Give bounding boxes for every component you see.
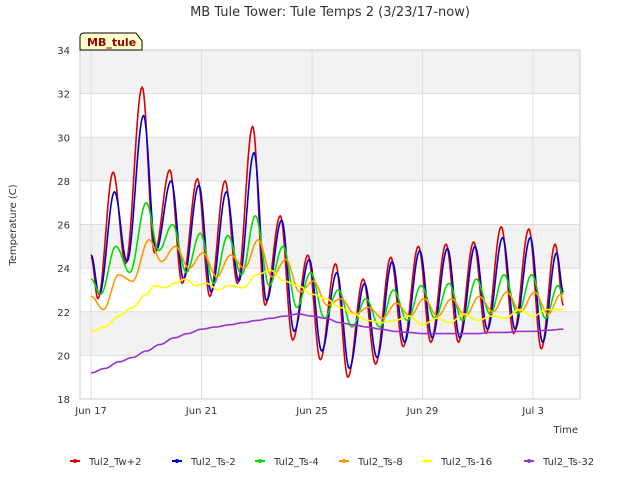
legend-marker <box>342 459 346 463</box>
legend-label: Tul2_Ts-4 <box>273 457 319 468</box>
plot-band <box>80 50 580 94</box>
series-layer <box>90 86 565 378</box>
legend-marker <box>175 459 179 463</box>
y-tick-label: 22 <box>57 308 70 319</box>
legend-marker <box>73 459 77 463</box>
x-tick-label: Jun 21 <box>185 406 218 417</box>
chart-title: MB Tule Tower: Tule Temps 2 (3/23/17-now… <box>190 5 470 20</box>
station-badge: MB_tule <box>79 32 143 51</box>
plot-bands <box>80 50 580 356</box>
station-badge-label: MB_tule <box>87 36 136 49</box>
x-tick-label: Jul 3 <box>521 406 544 417</box>
y-tick-label: 18 <box>57 395 70 406</box>
y-tick-label: 32 <box>57 90 70 101</box>
plot-frame <box>79 49 581 400</box>
y-axis-label: Temperature (C) <box>8 184 19 266</box>
legend-label: Tul2_Tw+2 <box>88 457 141 468</box>
y-tick-label: 24 <box>57 264 70 275</box>
x-axis-label: Time <box>553 425 578 436</box>
y-tick-label: 28 <box>57 177 70 188</box>
x-tick-label: Jun 25 <box>295 406 328 417</box>
legend-label: Tul2_Ts-32 <box>542 457 594 468</box>
y-tick-labels: 18 20 22 24 26 28 30 32 34 <box>57 46 70 406</box>
series-line-Tul2_Ts-16 <box>91 269 564 333</box>
plot-band <box>80 137 580 181</box>
legend-marker <box>425 459 429 463</box>
x-tick-label: Jun 29 <box>406 406 439 417</box>
series-line-Tul2_Ts-32 <box>91 313 564 374</box>
legend-label: Tul2_Ts-16 <box>440 457 492 468</box>
y-tick-label: 26 <box>57 221 70 232</box>
x-tick-labels: Jun 17 Jun 21 Jun 25 Jun 29 Jul 3 <box>74 406 544 417</box>
legend-label: Tul2_Ts-8 <box>357 457 403 468</box>
y-tick-label: 30 <box>57 133 70 144</box>
y-tick-label: 20 <box>57 351 70 362</box>
legend-marker <box>527 459 531 463</box>
legend: Tul2_Tw+2 Tul2_Ts-2 Tul2_Ts-4 Tul2_Ts-8 Tul2… <box>70 457 594 468</box>
legend-label: Tul2_Ts-2 <box>190 457 236 468</box>
legend-marker <box>258 459 262 463</box>
y-tick-label: 34 <box>57 46 70 57</box>
series-line-Tul2_Ts-8 <box>90 238 565 320</box>
x-tick-label: Jun 17 <box>74 406 107 417</box>
